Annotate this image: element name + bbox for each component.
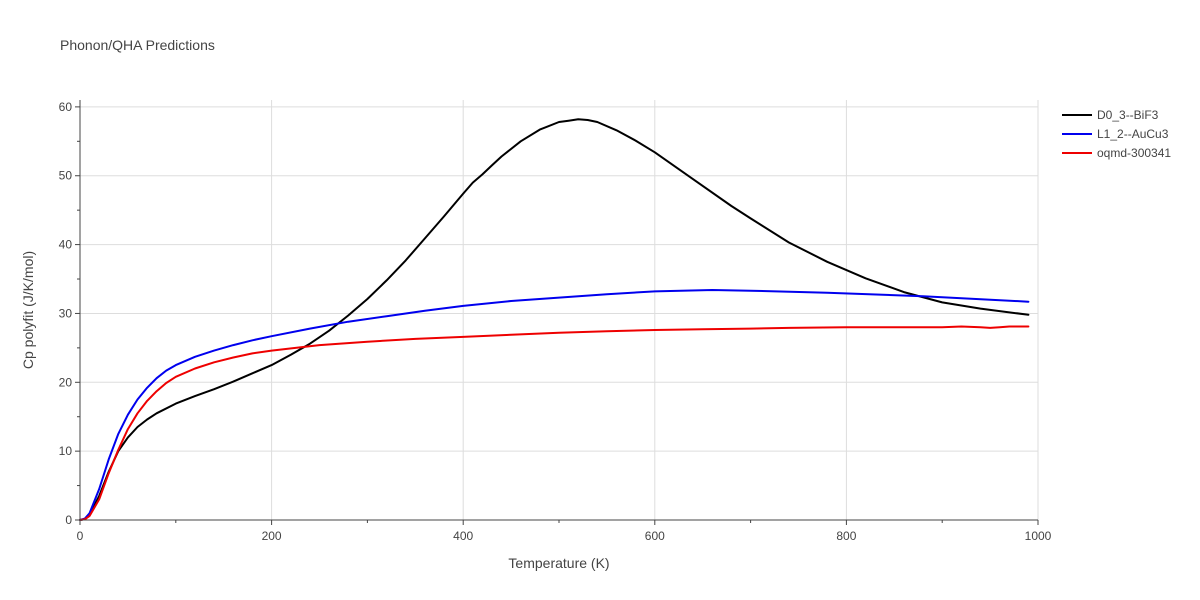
y-tick-label: 40 [59, 238, 73, 252]
y-tick-label: 0 [65, 513, 72, 527]
x-tick-label: 200 [262, 529, 282, 543]
x-tick-label: 600 [645, 529, 665, 543]
series-group [79, 118, 1030, 521]
y-tick-label: 50 [59, 169, 73, 183]
y-tick-label: 10 [59, 444, 73, 458]
series-line-0 [79, 118, 1030, 521]
x-tick-label: 0 [77, 529, 84, 543]
series-line-1 [79, 289, 1030, 521]
chart-title: Phonon/QHA Predictions [60, 37, 215, 53]
legend-label[interactable]: L1_2--AuCu3 [1097, 127, 1169, 141]
y-axis-title: Cp polyfit (J/K/mol) [20, 251, 36, 369]
grid [80, 100, 1039, 520]
legend-label[interactable]: oqmd-300341 [1097, 146, 1171, 160]
x-tick-label: 1000 [1025, 529, 1052, 543]
y-tick-label: 20 [59, 375, 73, 389]
y-tick-label: 60 [59, 100, 73, 114]
x-tick-label: 400 [453, 529, 473, 543]
legend: D0_3--BiF3 L1_2--AuCu3 oqmd-300341 [1062, 108, 1171, 160]
axes: 0 200 400 600 800 1000 0 10 20 30 40 50 60 [59, 100, 1052, 543]
legend-label[interactable]: D0_3--BiF3 [1097, 108, 1159, 122]
x-tick-label: 800 [836, 529, 856, 543]
x-axis-title: Temperature (K) [508, 555, 609, 571]
y-tick-label: 30 [59, 306, 73, 320]
series-line-2 [79, 325, 1030, 521]
